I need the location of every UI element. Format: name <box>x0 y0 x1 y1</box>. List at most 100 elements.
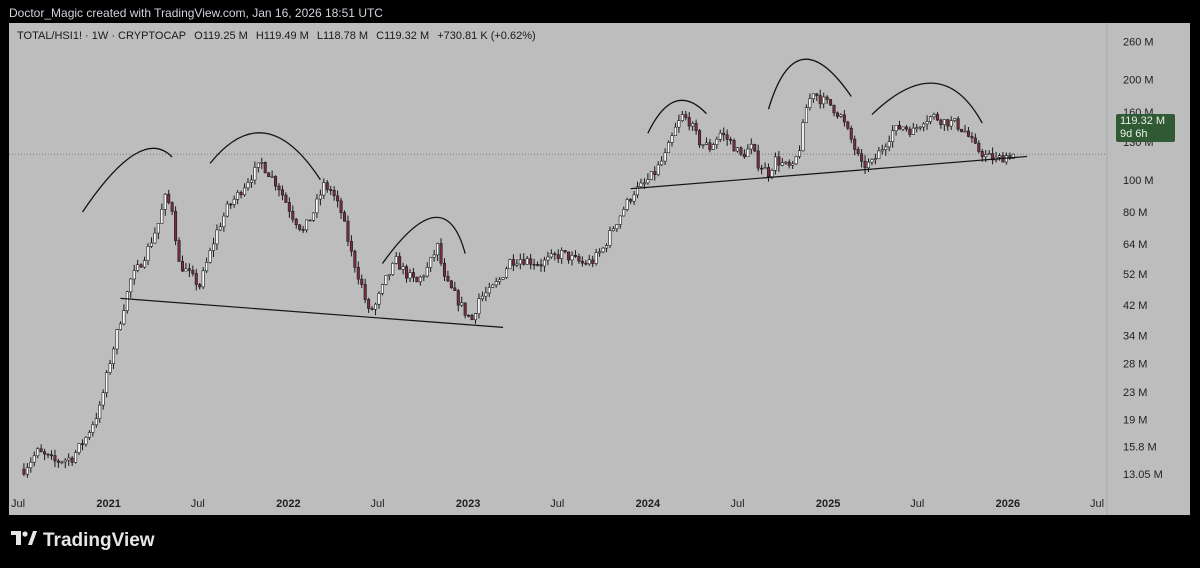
legend-change: +730.81 K (+0.62%) <box>437 30 536 42</box>
candle-down <box>336 195 340 202</box>
candle-down <box>287 202 291 212</box>
candle-down <box>777 156 781 166</box>
y-tick-label: 34 M <box>1123 331 1147 343</box>
candle-down <box>405 266 409 279</box>
candle-down <box>411 272 415 278</box>
candle-down <box>970 136 974 139</box>
candle-up <box>394 256 398 264</box>
candle-down <box>343 212 347 222</box>
candle-up <box>149 242 153 247</box>
candle-up <box>249 179 253 183</box>
candle-down <box>722 132 726 136</box>
x-tick-label: 2025 <box>816 498 840 510</box>
candle-down <box>573 255 577 257</box>
candle-down <box>753 143 757 152</box>
candle-down <box>725 134 729 140</box>
candle-up <box>384 275 388 285</box>
y-tick-label: 19 M <box>1123 415 1147 427</box>
trendline <box>630 155 1028 190</box>
candle-down <box>767 167 771 177</box>
candle-up <box>663 152 667 162</box>
candle-up <box>784 161 788 164</box>
candle-up <box>546 256 550 261</box>
x-tick-label: 2023 <box>456 498 480 510</box>
candle-up <box>604 245 609 249</box>
candle-up <box>929 116 933 122</box>
candle-down <box>81 443 85 445</box>
arc-annotation <box>767 58 852 110</box>
candle-up <box>701 144 705 146</box>
candle-down <box>284 194 288 203</box>
candle-up <box>870 159 874 163</box>
legend-close: C119.32 M <box>376 30 430 42</box>
candle-up <box>422 275 426 278</box>
candle-up <box>118 323 122 330</box>
candle-up <box>460 302 464 306</box>
candle-up <box>401 266 405 270</box>
candle-up <box>822 96 826 105</box>
candle-up <box>622 209 626 217</box>
tradingview-logo[interactable]: TradingView <box>11 530 155 552</box>
candle-up <box>515 263 519 266</box>
candle-down <box>818 95 822 105</box>
candle-up <box>715 139 719 145</box>
candle-down <box>239 192 243 196</box>
candle-down <box>739 147 743 155</box>
candle-up <box>212 243 216 251</box>
candle-up <box>77 443 81 453</box>
candle-down <box>1008 155 1012 159</box>
candle-up <box>143 260 147 268</box>
candle-down <box>946 119 950 127</box>
candle-up <box>101 392 105 406</box>
candle-up <box>711 144 715 150</box>
candle-down <box>829 99 833 106</box>
candle-up <box>794 156 798 165</box>
candle-down <box>301 229 305 231</box>
candle-up <box>894 124 898 131</box>
candle-down <box>56 460 60 463</box>
candle-up <box>418 276 422 283</box>
candle-up <box>704 142 708 145</box>
candle-down <box>846 121 850 129</box>
candle-down <box>956 118 960 130</box>
candle-up <box>218 226 222 231</box>
candle-down <box>332 189 336 197</box>
candle-down <box>977 142 981 152</box>
candle-up <box>380 284 384 294</box>
candle-up <box>67 457 71 461</box>
candle-up <box>649 171 653 180</box>
candle-up <box>587 259 591 265</box>
candle-down <box>139 264 143 268</box>
candle-down <box>853 138 857 150</box>
candle-down <box>353 250 357 268</box>
candle-up <box>63 459 67 463</box>
candle-down <box>553 253 557 256</box>
candle-up <box>129 278 133 293</box>
candle-down <box>832 104 836 114</box>
candle-down <box>935 114 939 121</box>
candle-up <box>98 404 102 419</box>
chart-panel[interactable]: 260 M 200 M 160 M 130 M 100 M 80 M 64 M 52 M 42 … <box>9 23 1190 515</box>
candle-down <box>346 220 350 242</box>
candle-down <box>694 123 698 131</box>
candle-down <box>167 193 171 203</box>
candle-up <box>322 182 326 196</box>
candle-down <box>522 259 526 265</box>
candle-down <box>360 278 364 285</box>
candle-up <box>667 142 671 154</box>
candle-up <box>636 186 640 196</box>
candle-up <box>484 292 488 297</box>
candle-down <box>180 261 184 272</box>
candle-up <box>243 187 247 196</box>
candle-up <box>108 363 112 373</box>
candle-down <box>229 203 233 206</box>
y-tick-label: 260 M <box>1123 37 1154 49</box>
candle-up <box>642 182 646 185</box>
candle-up <box>260 162 264 164</box>
candle-up <box>518 259 522 265</box>
x-tick-label: Jul <box>730 498 744 510</box>
arc-annotation <box>871 82 983 124</box>
candle-up <box>804 107 808 123</box>
candle-up <box>646 179 650 184</box>
